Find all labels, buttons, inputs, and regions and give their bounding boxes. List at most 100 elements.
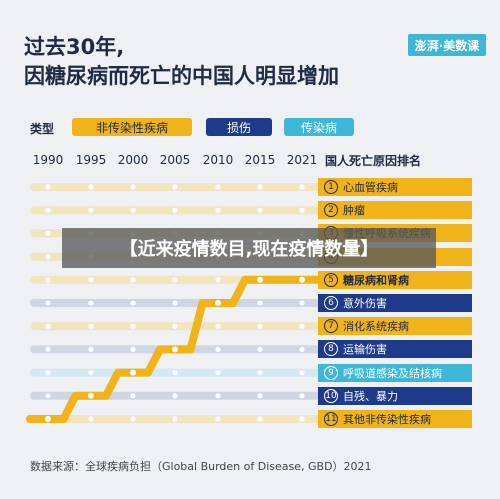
rank-dot bbox=[299, 323, 305, 329]
rank-number: 10 bbox=[324, 388, 338, 403]
rank-dot bbox=[257, 300, 263, 306]
legend-item-label: 非传染性疾病 bbox=[95, 120, 168, 135]
year-tick: 2005 bbox=[159, 153, 191, 167]
rank-number: 6 bbox=[324, 296, 338, 310]
rank-row: 5 糖尿病和肾病 bbox=[318, 270, 472, 289]
rank-dot bbox=[257, 393, 263, 399]
rank-dot bbox=[299, 184, 305, 190]
rank-number: 2 bbox=[324, 203, 338, 218]
year-tick: 2015 bbox=[244, 153, 276, 167]
rank-header: 国人死亡原因排名 bbox=[325, 154, 422, 168]
rank-dot bbox=[215, 277, 221, 283]
title-line-1: 过去30年, bbox=[24, 35, 125, 59]
rank-dot bbox=[257, 346, 263, 352]
rank-label: 心血管疾病 bbox=[343, 181, 398, 194]
rank-dot bbox=[172, 207, 178, 213]
rank-dot bbox=[45, 207, 51, 213]
rank-dot bbox=[299, 370, 305, 376]
rank-dot bbox=[45, 346, 51, 352]
rank-dot bbox=[130, 207, 136, 213]
rank-dot bbox=[88, 300, 94, 306]
rank-dot bbox=[257, 416, 263, 422]
year-tick: 2021 bbox=[286, 153, 318, 167]
rank-dot bbox=[88, 370, 94, 376]
rank-dot bbox=[45, 230, 51, 236]
rank-dot bbox=[88, 207, 94, 213]
rank-dot bbox=[45, 323, 51, 329]
rank-dot bbox=[215, 184, 221, 190]
rank-dot bbox=[45, 254, 51, 260]
rank-label: 其他非传染性疾病 bbox=[343, 413, 431, 426]
rank-row: 8 运输伤害 bbox=[318, 340, 472, 359]
rank-row: 1 心血管疾病 bbox=[318, 178, 472, 196]
rank-dot bbox=[45, 184, 51, 190]
series-point bbox=[299, 276, 305, 283]
rank-row: 10 自残、暴力 bbox=[318, 386, 472, 405]
rank-label: 意外伤害 bbox=[343, 297, 387, 310]
rank-number: 9 bbox=[324, 365, 338, 380]
rank-dot bbox=[88, 184, 94, 190]
rank-dot bbox=[45, 277, 51, 283]
rank-dot bbox=[130, 416, 136, 422]
rank-dot bbox=[172, 300, 178, 306]
rank-dot bbox=[299, 393, 305, 399]
year-tick: 1990 bbox=[32, 153, 64, 167]
rank-dot bbox=[130, 323, 136, 329]
rank-dot bbox=[215, 416, 221, 422]
rank-dot bbox=[215, 323, 221, 329]
rank-dot bbox=[172, 370, 178, 376]
rank-row: 11 其他非传染性疾病 bbox=[318, 410, 472, 428]
year-tick: 2010 bbox=[202, 153, 234, 167]
rank-dot bbox=[215, 346, 221, 352]
rank-dot bbox=[172, 393, 178, 399]
rank-dot bbox=[257, 323, 263, 329]
rank-label: 消化系统疾病 bbox=[343, 320, 409, 334]
rank-dot bbox=[215, 207, 221, 213]
series-point bbox=[172, 346, 178, 353]
rank-dot bbox=[172, 184, 178, 190]
rank-dot bbox=[299, 300, 305, 306]
series-point bbox=[257, 276, 263, 283]
year-tick: 2000 bbox=[117, 153, 149, 167]
rank-dot bbox=[299, 207, 305, 213]
rank-number: 8 bbox=[324, 342, 338, 357]
legend-item-label: 损伤 bbox=[226, 120, 251, 135]
rank-dot bbox=[172, 323, 178, 329]
rank-number: 5 bbox=[324, 272, 338, 287]
legend-item-label: 传染病 bbox=[300, 120, 337, 135]
rank-dot bbox=[88, 323, 94, 329]
rank-row: 2 肿瘤 bbox=[318, 201, 472, 220]
legend-item-noncommunicable: 非传染性疾病 bbox=[72, 118, 192, 136]
rank-row: 6 意外伤害 bbox=[318, 294, 472, 312]
rank-label: 肿瘤 bbox=[343, 204, 365, 218]
rank-row: 7 消化系统疾病 bbox=[318, 317, 472, 336]
rank-dot bbox=[172, 277, 178, 283]
rank-number: 1 bbox=[324, 180, 338, 194]
series-point bbox=[130, 369, 136, 376]
rank-dot bbox=[172, 416, 178, 422]
rank-dot bbox=[130, 277, 136, 283]
rank-dot bbox=[45, 393, 51, 399]
rank-dot bbox=[215, 393, 221, 399]
rank-dot bbox=[130, 300, 136, 306]
rank-dot bbox=[257, 370, 263, 376]
rank-number: 11 bbox=[324, 412, 338, 426]
rank-dot bbox=[299, 346, 305, 352]
rank-label: 糖尿病和肾病 bbox=[343, 273, 409, 287]
rank-dot bbox=[88, 416, 94, 422]
rank-number: 7 bbox=[324, 319, 338, 334]
series-point bbox=[88, 392, 94, 399]
rank-label: 运输伤害 bbox=[343, 343, 387, 357]
publisher-logo: 澎湃·美数课 bbox=[408, 34, 486, 56]
rank-dot bbox=[88, 346, 94, 352]
rank-dot bbox=[45, 300, 51, 306]
rank-dot bbox=[215, 370, 221, 376]
rank-dot bbox=[130, 184, 136, 190]
legend-label: 类型 bbox=[30, 122, 55, 136]
year-tick: 1995 bbox=[75, 153, 107, 167]
rank-label: 自残、暴力 bbox=[343, 389, 398, 403]
title-line-2: 因糖尿病而死亡的中国人明显增加 bbox=[24, 64, 339, 88]
rank-dot bbox=[257, 207, 263, 213]
overlay-banner: 【近来疫情数目,现在疫情数量】 bbox=[62, 228, 436, 268]
